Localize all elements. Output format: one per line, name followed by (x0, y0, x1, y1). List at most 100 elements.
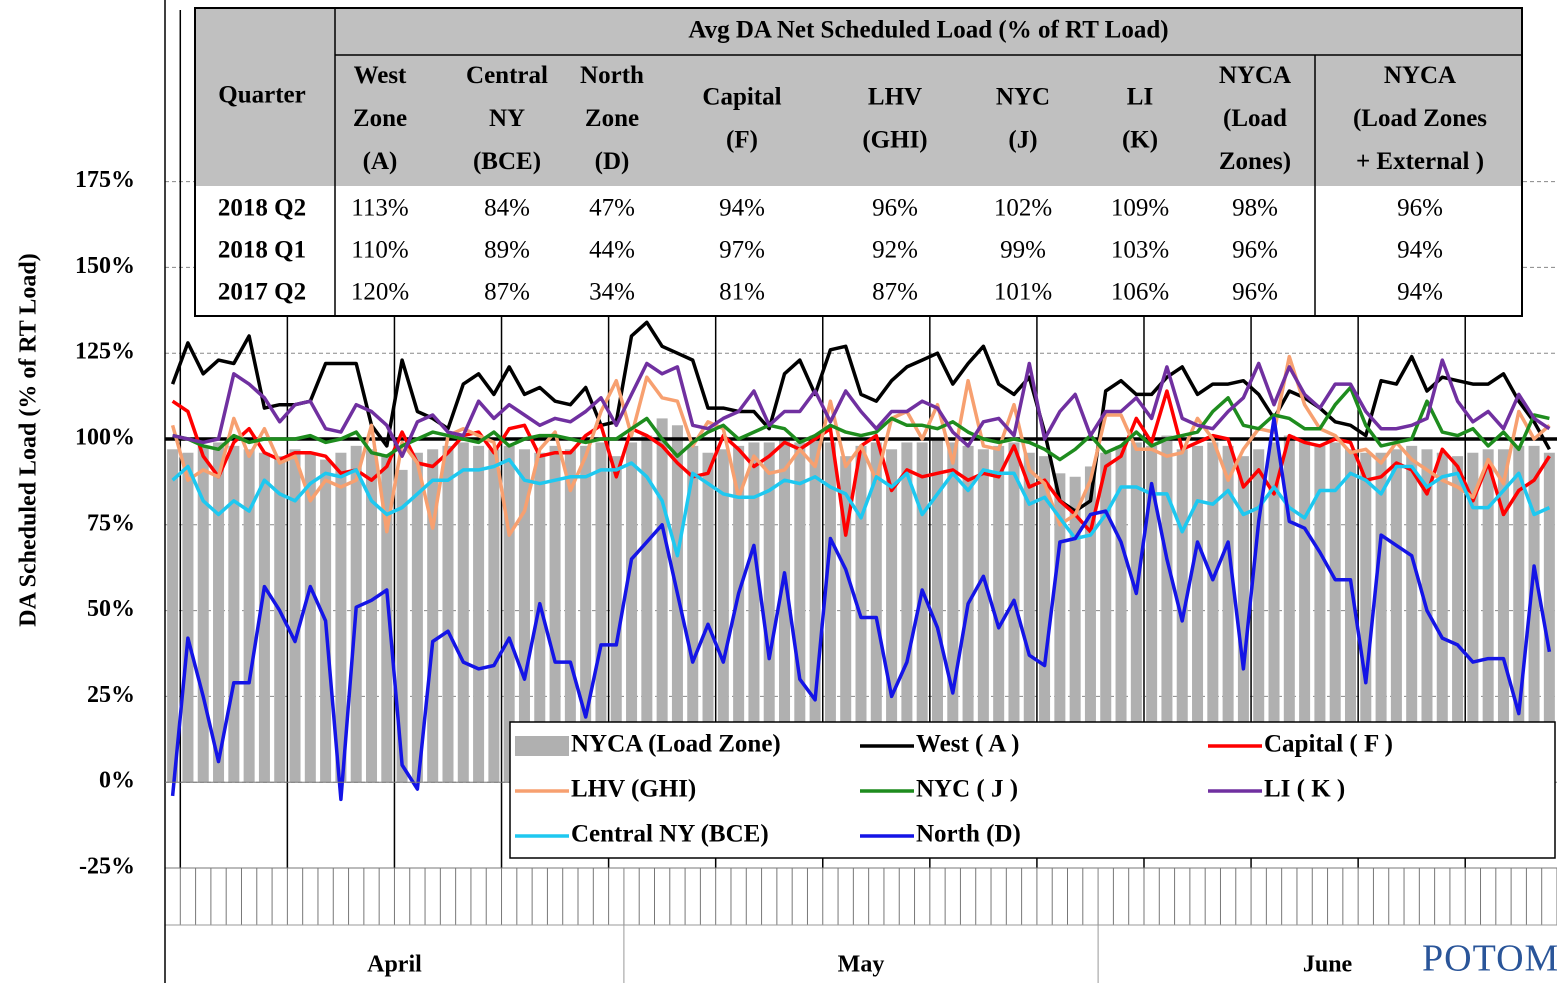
table-row-header: 2018 Q2 (218, 195, 306, 222)
table-cell: 110% (351, 237, 408, 264)
legend-label: Central NY (BCE) (571, 821, 769, 848)
bar (1161, 435, 1173, 783)
bar (595, 442, 607, 783)
table-cell: 84% (484, 195, 530, 222)
table-cell: 109% (1111, 195, 1169, 222)
bar (870, 442, 882, 783)
table-cell: 92% (872, 237, 918, 264)
table-cell: 87% (872, 279, 918, 306)
bar (228, 445, 240, 783)
bar (1192, 445, 1204, 783)
x-tick-label: May (838, 952, 885, 978)
bar (641, 435, 653, 783)
bar (1008, 442, 1020, 783)
bar (1039, 456, 1051, 783)
bar (1283, 435, 1295, 783)
legend-label: West ( A ) (916, 731, 1019, 758)
bar (916, 442, 928, 783)
y-tick-label: 50% (87, 596, 135, 622)
bar (763, 442, 775, 783)
bar (1497, 449, 1509, 783)
bar (1482, 449, 1494, 783)
x-tick-label: April (367, 952, 422, 978)
y-tick-label: 0% (99, 768, 135, 794)
bar (167, 449, 179, 783)
y-tick-label: 25% (87, 682, 135, 708)
table-cell: 89% (484, 237, 530, 264)
bar (748, 442, 760, 783)
table-cell: 101% (994, 279, 1052, 306)
table-row-header: 2017 Q2 (218, 279, 306, 306)
y-axis-title: DA Scheduled Load (% of RT Load) (16, 253, 42, 626)
bar (503, 445, 515, 783)
bar (1375, 452, 1387, 783)
bar (886, 449, 898, 783)
table-cell: 103% (1111, 237, 1169, 264)
bar (580, 445, 592, 783)
table-column-header: (Load Zones (1353, 105, 1487, 132)
bar (1268, 442, 1280, 783)
line (172, 358, 1551, 458)
bar (274, 456, 286, 783)
bar (1130, 442, 1142, 783)
table-cell: 99% (1000, 237, 1046, 264)
table-column-header: NY (489, 105, 525, 132)
table-column-header: LI (1127, 84, 1153, 111)
bar (1452, 456, 1464, 783)
bar (1513, 445, 1525, 783)
bar (1237, 456, 1249, 783)
table-cell: 44% (589, 237, 635, 264)
bar (1069, 476, 1081, 783)
bar (610, 456, 622, 783)
bar (779, 439, 791, 783)
y-tick-label: 75% (87, 510, 135, 536)
bar (702, 452, 714, 783)
bar (809, 435, 821, 783)
bar (488, 449, 500, 783)
bar (396, 469, 408, 783)
bar (182, 452, 194, 783)
y-tick-label: 100% (75, 425, 135, 451)
table-row-header: 2018 Q1 (218, 237, 306, 264)
y-tick-label: 150% (75, 253, 135, 279)
table-cell: 113% (351, 195, 408, 222)
table-column-header: LHV (868, 84, 922, 111)
table-cell: 94% (1397, 279, 1443, 306)
table-cell: 47% (589, 195, 635, 222)
bar (1115, 445, 1127, 783)
legend-label: LI ( K ) (1264, 776, 1345, 803)
bar (1084, 466, 1096, 783)
bar (1222, 445, 1234, 783)
table-column-header: NYCA (1219, 62, 1291, 89)
bar (411, 452, 423, 783)
table-body-bg (195, 186, 1522, 316)
table-cell: 96% (1232, 237, 1278, 264)
table-column-header: Zone (353, 105, 407, 132)
bar (626, 442, 638, 783)
bar (197, 445, 209, 783)
table-cell: 98% (1232, 195, 1278, 222)
bar (993, 445, 1005, 783)
bar (977, 449, 989, 783)
line (170, 416, 1552, 802)
bar (840, 456, 852, 783)
bar (365, 449, 378, 783)
table-column-header: Zone (585, 105, 639, 132)
bar (733, 445, 745, 783)
table-cell: 106% (1111, 279, 1169, 306)
table-cell: 94% (1397, 237, 1443, 264)
bar (1329, 442, 1341, 783)
bar (427, 449, 439, 783)
bar (947, 442, 959, 783)
legend-label: NYCA (Load Zone) (571, 731, 781, 758)
bar (901, 442, 913, 783)
bar (518, 449, 530, 783)
table-title: Avg DA Net Scheduled Load (% of RT Load) (688, 17, 1168, 44)
table-column-header: (GHI) (862, 127, 927, 154)
bar (1421, 449, 1433, 783)
table-column-header: (D) (595, 148, 630, 175)
bar (717, 449, 729, 783)
bar (1360, 452, 1372, 783)
bar (1390, 449, 1402, 783)
bar (1543, 452, 1555, 783)
